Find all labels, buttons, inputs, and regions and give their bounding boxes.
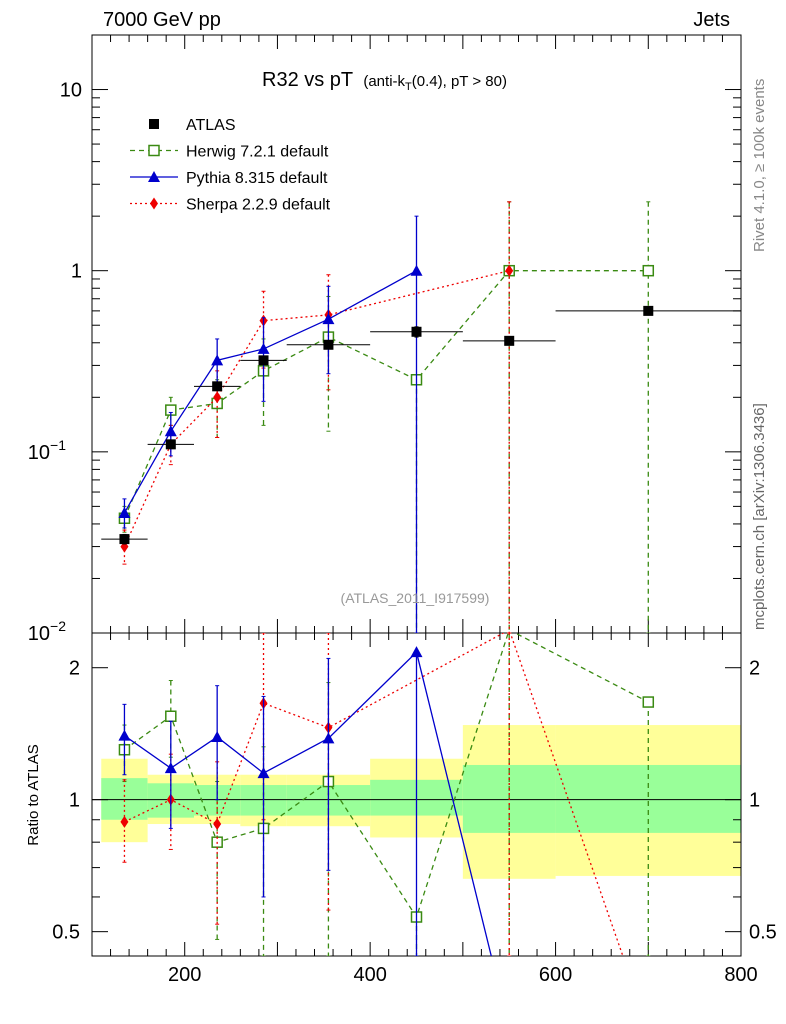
main-pythia-point <box>257 342 270 354</box>
legend-label-atlas: ATLAS <box>186 117 236 134</box>
x-tick-label: 800 <box>724 964 757 986</box>
ratio-pythia-point <box>257 767 270 779</box>
main-pythia-point <box>118 506 131 518</box>
main-y-tick-base: 10 <box>28 442 50 464</box>
header-left: 7000 GeV pp <box>103 9 221 31</box>
main-series-herwig <box>118 201 655 633</box>
ratio-uncertainty-bands <box>101 725 741 879</box>
main-y-tick-exp: −2 <box>50 618 66 634</box>
x-tick-label: 200 <box>168 964 201 986</box>
rivet-label: Rivet 4.1.0, ≥ 100k events <box>751 79 768 252</box>
ratio-pythia-point <box>211 730 224 742</box>
mcplots-label: mcplots.cern.ch [arXiv:1306.3436] <box>751 403 768 630</box>
chart-title: R32 vs pT (anti-kT(0.4), pT > 80) <box>262 69 507 93</box>
legend-marker-atlas <box>149 119 159 129</box>
legend-item-atlas: ATLAS <box>149 117 236 134</box>
main-atlas-point <box>212 381 223 392</box>
chart-text: 7000 GeV pp Jets R32 vs pT (anti-kT(0.4)… <box>25 9 768 846</box>
main-y-tick-label: 10−2 <box>28 618 66 645</box>
ratio-pythia-point <box>410 646 423 658</box>
legend-label-sherpa: Sherpa 2.2.9 default <box>186 197 331 214</box>
main-atlas-point <box>258 355 269 366</box>
chart-title-main: R32 vs pT <box>262 69 353 91</box>
ratio-y-tick-label: 1 <box>69 790 80 812</box>
ratio-sherpa-point <box>213 818 222 831</box>
legend-label-herwig: Herwig 7.2.1 default <box>186 144 329 161</box>
x-tick-label: 600 <box>539 964 572 986</box>
main-y-tick-base: 1 <box>71 261 82 283</box>
main-y-tick-exp: −1 <box>50 437 66 453</box>
ratio-herwig-point <box>642 696 655 708</box>
main-herwig-line <box>123 270 649 519</box>
main-sherpa-point <box>213 391 222 404</box>
ratio-y-tick-label-right: 1 <box>749 790 760 812</box>
ratio-pythia-point <box>164 762 177 774</box>
main-y-tick-base: 10 <box>28 623 50 645</box>
main-atlas-point <box>323 339 334 350</box>
legend-item-sherpa: Sherpa 2.2.9 default <box>130 197 331 214</box>
chart-title-sub-index: T <box>405 81 412 93</box>
chart-title-sub: (anti-k <box>363 73 405 90</box>
main-y-tick-label: 1 <box>71 261 82 283</box>
main-atlas-point <box>643 305 654 316</box>
main-atlas-point <box>504 335 515 346</box>
ratio-herwig-point <box>165 710 177 722</box>
legend-marker-herwig <box>148 144 160 157</box>
main-atlas-point <box>411 326 422 337</box>
main-y-tick-label: 10−1 <box>28 437 66 464</box>
legend-marker-sherpa <box>150 197 158 210</box>
ratio-y-tick-label-right: 2 <box>749 658 760 680</box>
main-herwig-point <box>642 264 655 277</box>
legend-label-pythia: Pythia 8.315 default <box>186 170 328 187</box>
legend: ATLAS Herwig 7.2.1 default Pythia 8.315 de… <box>130 117 331 214</box>
ratio-ylabel: Ratio to ATLAS <box>25 744 42 845</box>
main-y-tick-base: 10 <box>60 80 82 102</box>
ratio-series-pythia <box>118 646 492 956</box>
main-atlas-point <box>165 439 176 450</box>
main-pythia-point <box>211 354 224 366</box>
ratio-y-tick-label-right: 0.5 <box>749 922 777 944</box>
main-pythia-point <box>164 425 177 437</box>
ratio-pythia-point <box>322 732 335 744</box>
legend-item-herwig: Herwig 7.2.1 default <box>130 144 329 161</box>
ratio-sherpa-point <box>120 815 129 828</box>
chart-title-sub-end: (0.4), pT > 80) <box>412 73 507 90</box>
header-right: Jets <box>693 9 730 31</box>
main-sherpa-point <box>505 264 514 277</box>
ratio-herwig-line <box>124 633 649 919</box>
ratio-y-tick-label: 2 <box>69 658 80 680</box>
x-tick-label: 400 <box>353 964 386 986</box>
main-pythia-line <box>123 270 417 514</box>
ratio-y-tick-label: 0.5 <box>52 922 80 944</box>
band-inner-0 <box>101 778 148 820</box>
main-pythia-point <box>410 264 423 276</box>
main-atlas-point <box>119 534 130 545</box>
legend-marker-pythia <box>148 171 160 182</box>
legend-item-pythia: Pythia 8.315 default <box>130 170 328 187</box>
ratio-pythia-point <box>118 729 131 741</box>
main-series-atlas <box>101 305 741 545</box>
main-y-tick-label: 10 <box>60 80 82 102</box>
main-panel-series <box>101 201 741 633</box>
data-series <box>101 201 741 956</box>
ratio-panel-series <box>118 633 655 956</box>
main-pythia-point <box>322 313 335 325</box>
analysis-watermark: (ATLAS_2011_I917599) <box>341 590 490 606</box>
